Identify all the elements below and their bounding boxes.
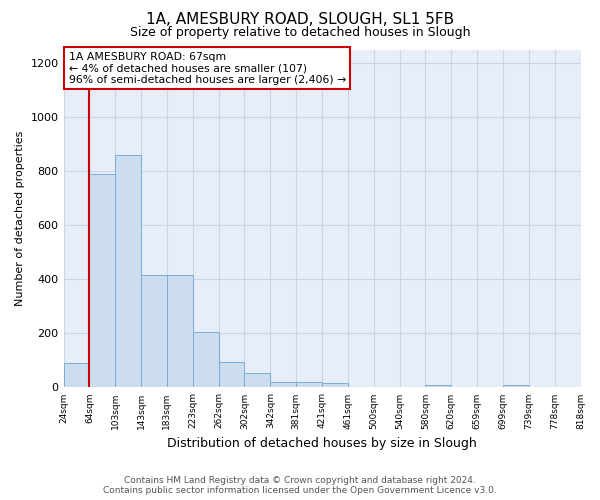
Bar	[296, 382, 322, 388]
Bar	[167, 276, 193, 388]
Bar	[141, 276, 167, 388]
Bar	[425, 384, 451, 388]
Bar	[244, 372, 271, 388]
Bar	[89, 174, 115, 388]
Bar	[503, 384, 529, 388]
X-axis label: Distribution of detached houses by size in Slough: Distribution of detached houses by size …	[167, 437, 477, 450]
Text: Size of property relative to detached houses in Slough: Size of property relative to detached ho…	[130, 26, 470, 39]
Bar	[218, 362, 244, 388]
Bar	[322, 384, 348, 388]
Bar	[64, 363, 89, 388]
Text: 1A AMESBURY ROAD: 67sqm
← 4% of detached houses are smaller (107)
96% of semi-de: 1A AMESBURY ROAD: 67sqm ← 4% of detached…	[69, 52, 346, 85]
Y-axis label: Number of detached properties: Number of detached properties	[15, 131, 25, 306]
Bar	[193, 332, 218, 388]
Text: Contains HM Land Registry data © Crown copyright and database right 2024.
Contai: Contains HM Land Registry data © Crown c…	[103, 476, 497, 495]
Text: 1A, AMESBURY ROAD, SLOUGH, SL1 5FB: 1A, AMESBURY ROAD, SLOUGH, SL1 5FB	[146, 12, 454, 28]
Bar	[271, 382, 296, 388]
Bar	[115, 156, 141, 388]
